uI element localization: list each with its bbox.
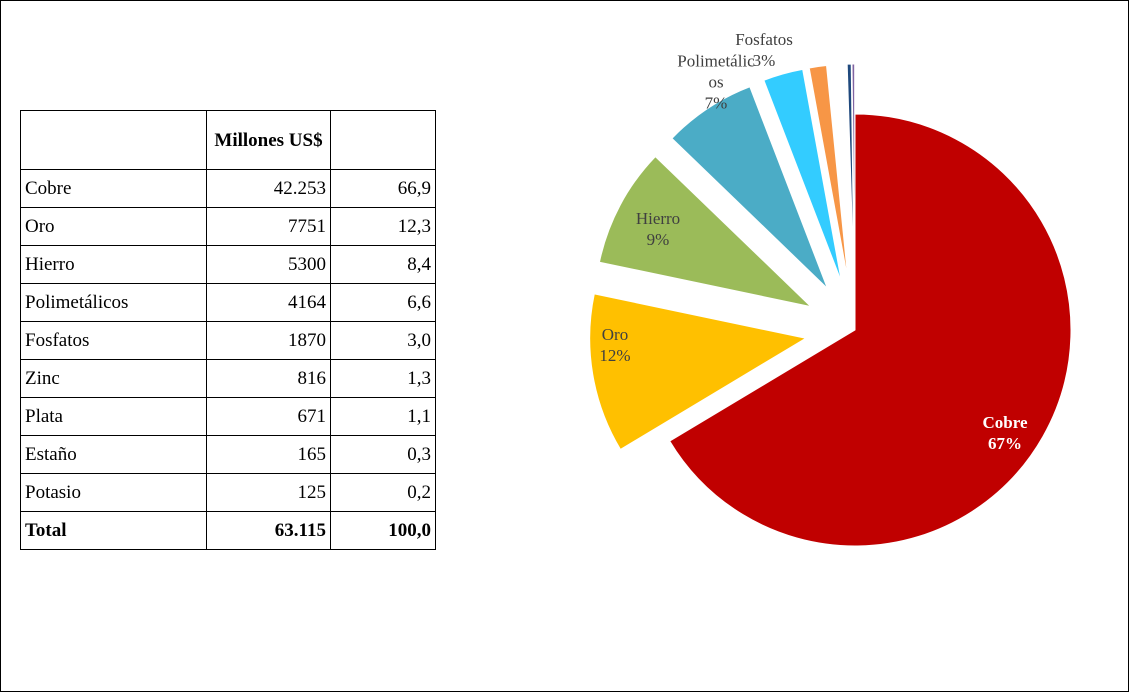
slice-label: Hierro 9% [636, 208, 680, 250]
table-cell: Hierro [20, 245, 207, 284]
slice-name: Oro [601, 325, 629, 344]
pie-slice [598, 155, 813, 308]
table-cell: Oro [20, 207, 207, 246]
slice-percent: 9% [646, 230, 670, 249]
slice-label: Cobre 67% [982, 412, 1027, 454]
pie-slice [669, 113, 1072, 547]
slice-percent: 7% [704, 93, 728, 113]
slice-name: Fosfatos [735, 30, 793, 49]
pie-slice [846, 63, 855, 281]
table-cell: 1,3 [330, 359, 436, 398]
pie-slice [763, 68, 842, 283]
table-cell: 5300 [206, 245, 331, 284]
table-row: Potasio 125 0,2 [20, 473, 436, 512]
table-cell: 100,0 [330, 511, 436, 550]
table-cell: Potasio [20, 473, 207, 512]
table-row: Polimetálicos 4164 6,6 [20, 283, 436, 322]
table-cell: 0,2 [330, 473, 436, 512]
pie-slice [851, 63, 856, 281]
slice-name: Polimetálicos [677, 51, 755, 92]
pie-slice [589, 293, 808, 451]
slice-name: Cobre [982, 413, 1028, 432]
pie-slice [829, 63, 853, 281]
table-row: Total 63.115 100,0 [20, 511, 436, 550]
table-cell: Cobre [20, 169, 207, 208]
table-row: Estaño 165 0,3 [20, 435, 436, 474]
table-cell: 3,0 [330, 321, 436, 360]
slice-percent: 67% [987, 434, 1022, 453]
table-cell: Zinc [20, 359, 207, 398]
data-table: Millones US$ Cobre 42.253 66,9 Oro 7751 12,3 H… [20, 110, 436, 550]
table-cell: Estaño [20, 435, 207, 474]
table-cell: 1,1 [330, 397, 436, 436]
table-cell: 63.115 [206, 511, 331, 550]
table-cell: Total [20, 511, 207, 550]
table-row: Hierro 5300 8,4 [20, 245, 436, 284]
pie-slice [671, 86, 828, 289]
table-row: Plata 671 1,1 [20, 397, 436, 436]
table-cell: 125 [206, 473, 331, 512]
table-cell: 671 [206, 397, 331, 436]
table-cell: Plata [20, 397, 207, 436]
pie-slice [808, 65, 849, 281]
table-cell: 0,3 [330, 435, 436, 474]
slice-percent: 3% [752, 51, 776, 70]
table-cell: Polimetálicos [20, 283, 207, 322]
slice-label: Polimetálicos 7% [676, 51, 756, 114]
table-cell: 816 [206, 359, 331, 398]
slice-percent: 12% [599, 346, 631, 365]
header-cell: Millones US$ [206, 110, 331, 170]
slice-label: Fosfatos 3% [735, 29, 793, 71]
table-row: Zinc 816 1,3 [20, 359, 436, 398]
slice-label: Oro 12% [599, 324, 630, 366]
slice-name: Hierro [635, 209, 681, 228]
